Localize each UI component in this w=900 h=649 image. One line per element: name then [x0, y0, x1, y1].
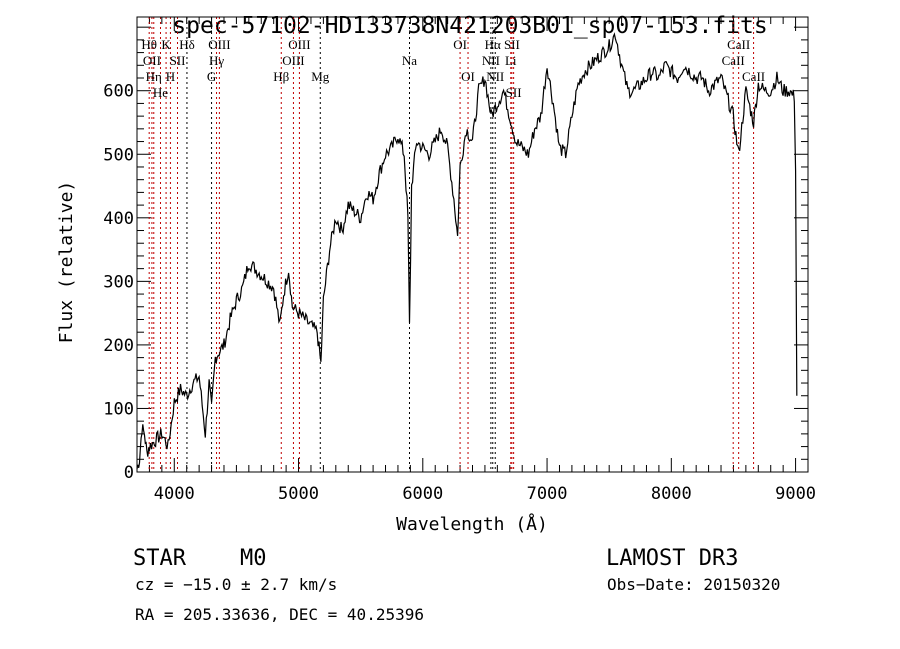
spectral-line-label: SII — [504, 37, 520, 52]
spectral-line-label: Li — [505, 53, 517, 68]
spectral-line-label: Hθ — [141, 37, 157, 52]
x-tick-label: 9000 — [775, 484, 816, 504]
spectrum-line — [136, 32, 798, 470]
spectral-line-label: Hγ — [209, 53, 224, 68]
y-tick-label: 600 — [103, 82, 134, 102]
spectral-line-label: Hδ — [179, 37, 195, 52]
spectral-line-label: OI — [461, 69, 475, 84]
object-subclass: M0 — [240, 546, 267, 571]
spectral-line-label: OIII — [208, 37, 230, 52]
spectral-line-label: OIII — [282, 53, 304, 68]
spectral-line-label: OI — [453, 37, 467, 52]
plot-frame — [136, 16, 809, 473]
y-tick-label: 300 — [103, 272, 134, 292]
spectral-line-label: H — [166, 69, 175, 84]
spectral-line-label: OIII — [288, 37, 310, 52]
spectral-line-label: NII — [482, 53, 500, 68]
object-class: STAR — [133, 546, 187, 571]
y-axis-label: Flux (relative) — [56, 181, 77, 344]
y-tick-label: 500 — [103, 145, 134, 165]
spectral-line-label: Na — [402, 53, 417, 68]
x-tick-label: 7000 — [527, 484, 568, 504]
spectral-line-label: Hη — [146, 69, 162, 84]
x-tick-label: 5000 — [278, 484, 319, 504]
spectral-line-label: Hα — [485, 37, 501, 52]
x-tick-label: 8000 — [651, 484, 692, 504]
redshift-info: cz = −15.0 ± 2.7 km/s — [135, 575, 337, 594]
spectral-line-label: Mg — [311, 69, 330, 84]
x-tick-label: 6000 — [402, 484, 443, 504]
obs-date: Obs−Date: 20150320 — [607, 575, 780, 594]
spectral-line-label: SII — [506, 85, 522, 100]
y-tick-label: 0 — [124, 463, 134, 483]
spectral-line-label: CaII — [742, 69, 765, 84]
spectral-line-label: CaII — [727, 37, 750, 52]
spectral-line-label: K — [161, 37, 171, 52]
x-axis-label: Wavelength (Å) — [396, 513, 548, 535]
spectral-line-label: He — [153, 85, 168, 100]
spectral-line-label: NII — [486, 69, 504, 84]
spectral-line-label: Hβ — [273, 69, 289, 84]
spectral-line-label: CaII — [722, 53, 745, 68]
y-tick-label: 400 — [103, 209, 134, 229]
y-tick-label: 200 — [103, 336, 134, 356]
y-tick-label: 100 — [103, 399, 134, 419]
survey-name: LAMOST DR3 — [606, 546, 738, 571]
spectral-line-label: OII — [143, 53, 161, 68]
spectral-line-label: G — [207, 69, 216, 84]
coordinates: RA = 205.33636, DEC = 40.25396 — [135, 605, 424, 624]
x-tick-label: 4000 — [154, 484, 195, 504]
spectral-line-label: SII — [170, 53, 186, 68]
